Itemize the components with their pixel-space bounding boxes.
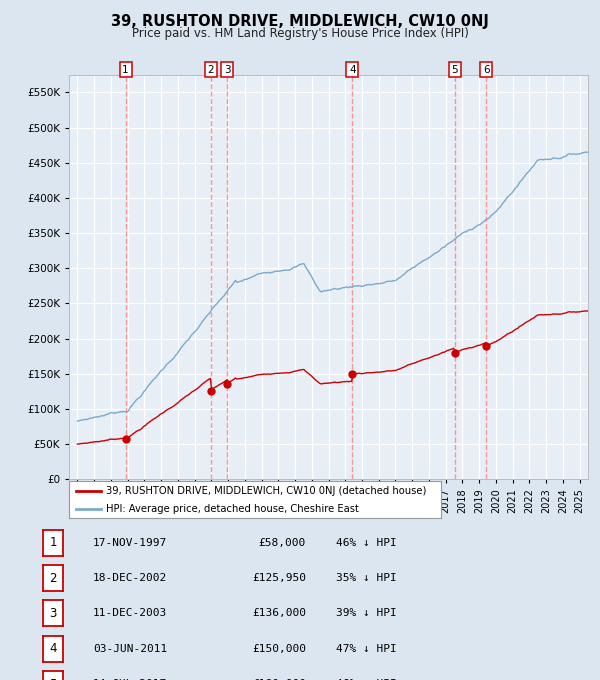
Text: 1: 1: [122, 65, 129, 75]
Text: £180,000: £180,000: [252, 679, 306, 680]
Text: 47% ↓ HPI: 47% ↓ HPI: [336, 644, 397, 653]
Text: £125,950: £125,950: [252, 573, 306, 583]
Text: 39, RUSHTON DRIVE, MIDDLEWICH, CW10 0NJ: 39, RUSHTON DRIVE, MIDDLEWICH, CW10 0NJ: [111, 14, 489, 29]
Text: £58,000: £58,000: [259, 538, 306, 547]
Text: 46% ↓ HPI: 46% ↓ HPI: [336, 538, 397, 547]
Text: 39, RUSHTON DRIVE, MIDDLEWICH, CW10 0NJ (detached house): 39, RUSHTON DRIVE, MIDDLEWICH, CW10 0NJ …: [106, 486, 427, 496]
Text: 46% ↓ HPI: 46% ↓ HPI: [336, 679, 397, 680]
Text: 5: 5: [451, 65, 458, 75]
Text: Price paid vs. HM Land Registry's House Price Index (HPI): Price paid vs. HM Land Registry's House …: [131, 27, 469, 39]
Text: 35% ↓ HPI: 35% ↓ HPI: [336, 573, 397, 583]
Text: 3: 3: [224, 65, 230, 75]
Text: 4: 4: [49, 642, 57, 656]
Text: 2: 2: [208, 65, 214, 75]
Text: 1: 1: [49, 536, 57, 549]
Text: HPI: Average price, detached house, Cheshire East: HPI: Average price, detached house, Ches…: [106, 504, 359, 514]
Text: 39% ↓ HPI: 39% ↓ HPI: [336, 609, 397, 618]
Text: 11-DEC-2003: 11-DEC-2003: [93, 609, 167, 618]
Text: £136,000: £136,000: [252, 609, 306, 618]
Text: 17-NOV-1997: 17-NOV-1997: [93, 538, 167, 547]
Text: 6: 6: [483, 65, 490, 75]
Text: £150,000: £150,000: [252, 644, 306, 653]
Text: 5: 5: [49, 677, 57, 680]
Text: 4: 4: [349, 65, 356, 75]
Text: 2: 2: [49, 571, 57, 585]
Text: 3: 3: [49, 607, 57, 620]
Text: 03-JUN-2011: 03-JUN-2011: [93, 644, 167, 653]
Text: 14-JUL-2017: 14-JUL-2017: [93, 679, 167, 680]
Text: 18-DEC-2002: 18-DEC-2002: [93, 573, 167, 583]
